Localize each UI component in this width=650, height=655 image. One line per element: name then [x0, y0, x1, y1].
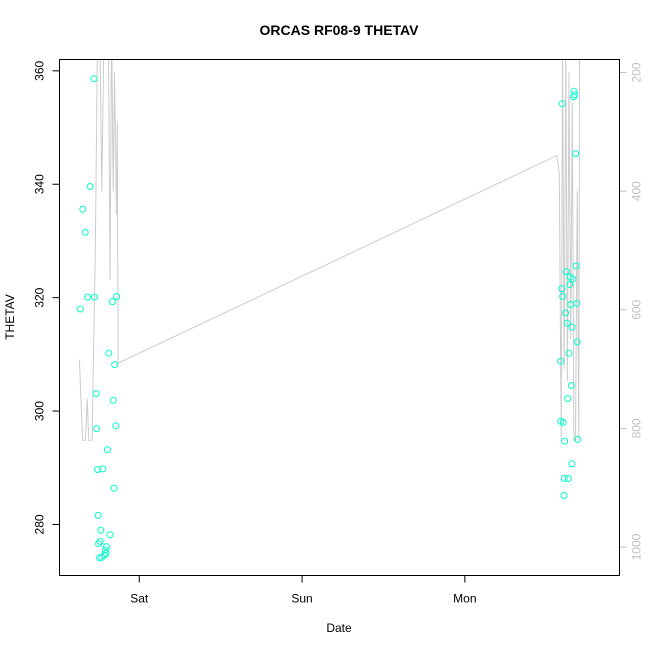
data-point	[565, 349, 573, 357]
data-point	[568, 460, 576, 468]
data-point	[76, 305, 84, 313]
data-point	[102, 549, 110, 557]
data-point	[558, 285, 566, 293]
data-point	[111, 361, 119, 369]
data-point	[103, 543, 110, 551]
y-axis-label: THETAV	[3, 294, 17, 340]
data-point	[113, 293, 121, 300]
data-point	[86, 183, 94, 190]
data-point	[79, 205, 87, 213]
data-point	[84, 293, 92, 301]
data-point	[112, 422, 120, 430]
y-right-tick-label: 600	[630, 299, 644, 319]
y-tick-label: 360	[33, 61, 47, 81]
series-line	[78, 59, 581, 441]
y-tick-label: 280	[33, 514, 47, 534]
data-point	[106, 531, 114, 539]
data-point	[93, 425, 101, 433]
data-point	[92, 390, 100, 397]
data-point	[109, 396, 117, 404]
data-point	[567, 382, 575, 389]
data-point	[569, 275, 577, 283]
data-point	[560, 492, 568, 499]
data-point	[573, 338, 581, 346]
data-point	[95, 540, 103, 548]
plot-frame	[59, 59, 620, 576]
data-point	[558, 100, 566, 108]
line-series	[78, 59, 581, 441]
y-tick-label: 340	[33, 174, 47, 194]
data-point	[560, 475, 568, 482]
data-point	[573, 299, 581, 307]
data-point	[91, 293, 98, 301]
data-point	[101, 546, 109, 554]
y-tick-label: 300	[33, 401, 47, 421]
data-point	[566, 281, 574, 289]
y-right-tick-label: 200	[630, 62, 644, 82]
data-point	[94, 511, 102, 519]
data-point	[572, 150, 580, 158]
data-point	[105, 349, 113, 357]
data-point	[559, 418, 567, 426]
data-point	[571, 91, 579, 99]
y-tick-label: 320	[33, 287, 47, 307]
data-point	[561, 437, 569, 445]
data-point	[110, 484, 118, 492]
y-right-tick-label: 1000	[630, 533, 644, 560]
data-point	[570, 87, 578, 95]
y-axis-right: 200 400 600 800 1000	[619, 62, 644, 560]
chart-title: ORCAS RF08-9 THETAV	[260, 22, 420, 38]
data-point	[568, 323, 576, 331]
x-axis: Sat Sun Mon	[130, 575, 477, 606]
y-right-tick-label: 400	[630, 181, 644, 201]
x-tick-label: Mon	[453, 592, 476, 606]
data-point	[557, 357, 565, 365]
data-point	[108, 298, 116, 306]
scatter-series	[76, 75, 582, 562]
data-point	[97, 526, 105, 534]
x-tick-label: Sat	[130, 592, 149, 606]
data-point	[81, 228, 89, 236]
data-point	[559, 293, 567, 300]
x-tick-label: Sun	[291, 592, 312, 606]
data-point	[104, 446, 111, 454]
y-right-tick-label: 800	[630, 418, 644, 438]
data-point	[100, 551, 108, 559]
data-point	[564, 395, 572, 403]
data-point	[99, 465, 107, 473]
data-point	[574, 435, 582, 443]
x-axis-label: Date	[326, 621, 352, 635]
data-point	[90, 75, 98, 83]
data-point	[93, 466, 101, 473]
y-axis-left: 280 300 320 340 360	[33, 61, 60, 534]
data-point	[96, 538, 104, 545]
data-point	[572, 262, 580, 270]
data-point	[563, 319, 571, 327]
data-point	[562, 309, 570, 317]
data-point	[564, 475, 572, 482]
data-point	[562, 268, 570, 276]
